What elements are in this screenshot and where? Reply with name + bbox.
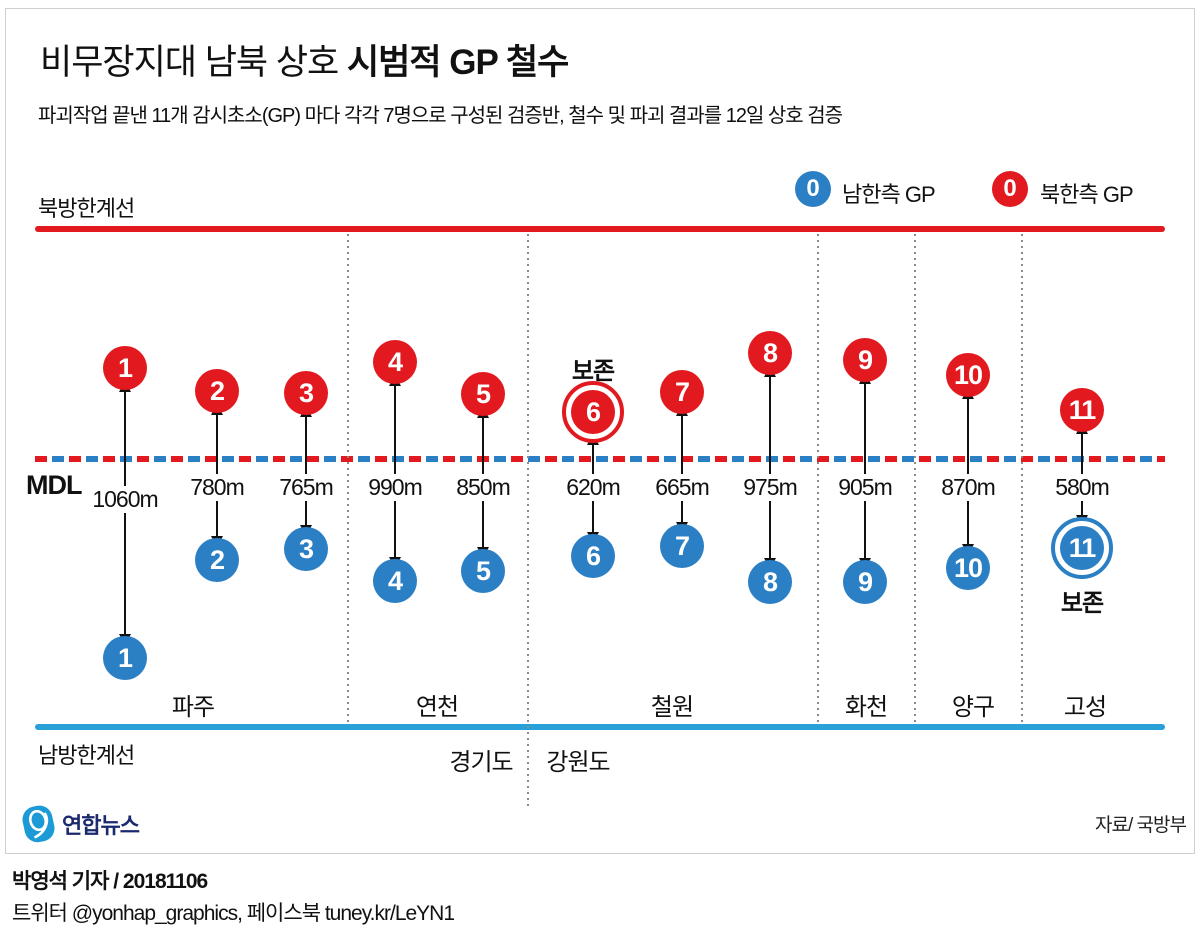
north-gp-circle: 2 — [195, 369, 239, 413]
region-label: 연천 — [415, 694, 459, 721]
gp-distance-label: 990m — [365, 474, 425, 501]
northern-limit-line — [35, 226, 1165, 232]
north-gp-circle: 4 — [373, 340, 417, 384]
south-gp-circle: 6 — [571, 534, 615, 578]
preserved-label: 보존 — [571, 358, 615, 385]
south-gp-circle: 1 — [103, 636, 147, 680]
region-separator-line — [527, 234, 529, 806]
legend-north-gp-label: 북한측 GP — [1040, 182, 1134, 207]
north-gp-circle: 7 — [660, 370, 704, 414]
gp-distance-label: 905m — [835, 474, 895, 501]
south-gp-circle: 2 — [195, 538, 239, 582]
region-separator-line — [1021, 234, 1023, 723]
region-separator-line — [817, 234, 819, 723]
gp-distance-label: 850m — [453, 474, 513, 501]
region-label: 고성 — [1063, 694, 1107, 721]
title-bold-part: 시범적 GP 철수 — [346, 43, 569, 82]
north-gp-circle: 8 — [748, 331, 792, 375]
north-gp-circle: 11 — [1060, 388, 1104, 432]
legend-south-gp-badge: 0 — [795, 171, 831, 207]
region-label: 양구 — [951, 694, 995, 721]
south-gp-circle: 5 — [461, 549, 505, 593]
north-gp-circle: 9 — [843, 338, 887, 382]
title-regular-part: 비무장지대 남북 상호 — [40, 43, 347, 82]
yonhap-logo-icon — [22, 805, 55, 843]
yonhap-logo: 연합뉴스 — [22, 804, 140, 844]
gp-distance-label: 1060m — [89, 486, 161, 513]
gp-distance-label: 765m — [276, 474, 336, 501]
north-gp-circle-preserved: 6 — [562, 381, 624, 443]
social-credit: 트위터 @yonhap_graphics, 페이스북 tuney.kr/LeYN… — [12, 902, 455, 925]
gp-distance-arrow — [962, 388, 974, 555]
region-separator-line — [914, 234, 916, 723]
gp-distance-arrow — [676, 405, 688, 533]
legend-south-gp-label: 남한측 GP — [842, 182, 936, 207]
south-gp-circle: 10 — [946, 546, 990, 590]
north-gp-circle: 1 — [103, 346, 147, 390]
region-label: 파주 — [171, 694, 215, 721]
legend-north-gp-badge: 0 — [992, 171, 1028, 207]
mdl-label: MDL — [26, 470, 82, 500]
gp-distance-label: 620m — [563, 474, 623, 501]
south-gp-circle: 3 — [284, 527, 328, 571]
page-title: 비무장지대 남북 상호 시범적 GP 철수 — [40, 34, 569, 85]
north-gp-circle: 5 — [461, 372, 505, 416]
province-label: 강원도 — [546, 749, 610, 776]
gp-distance-arrow — [859, 373, 871, 569]
southern-limit-line — [35, 724, 1165, 730]
north-gp-circle: 3 — [284, 371, 328, 415]
region-separator-line — [347, 234, 349, 723]
south-gp-circle: 4 — [373, 559, 417, 603]
gp-distance-arrow — [389, 375, 401, 568]
gp-distance-label: 665m — [652, 474, 712, 501]
gp-distance-arrow — [119, 381, 131, 645]
region-label: 화천 — [844, 694, 888, 721]
gp-distance-arrow — [764, 366, 776, 569]
south-gp-circle: 9 — [843, 560, 887, 604]
south-gp-circle: 8 — [748, 560, 792, 604]
page-subtitle: 파괴작업 끝낸 11개 감시초소(GP) 마다 각각 7명으로 구성된 검증반,… — [38, 105, 843, 127]
province-label: 경기도 — [449, 749, 513, 776]
mdl-dashed-line — [35, 456, 1165, 462]
south-gp-circle: 7 — [660, 524, 704, 568]
gp-distance-arrow — [300, 406, 312, 536]
gp-distance-label: 870m — [938, 474, 998, 501]
data-source-label: 자료/ 국방부 — [1095, 815, 1187, 836]
region-label: 철원 — [650, 694, 694, 721]
south-gp-number: 11 — [1060, 526, 1104, 570]
southern-limit-line-label: 남방한계선 — [38, 743, 135, 768]
preserved-label: 보존 — [1060, 590, 1104, 617]
northern-limit-line-label: 북방한계선 — [38, 196, 135, 221]
reporter-credit: 박영석 기자 / 20181106 — [12, 870, 208, 893]
yonhap-logo-text: 연합뉴스 — [62, 813, 140, 838]
north-gp-number: 6 — [571, 390, 615, 434]
gp-distance-label: 580m — [1052, 474, 1112, 501]
gp-distance-label: 780m — [187, 474, 247, 501]
south-gp-circle-preserved: 11 — [1051, 517, 1113, 579]
gp-distance-label: 975m — [740, 474, 800, 501]
north-gp-circle: 10 — [946, 353, 990, 397]
